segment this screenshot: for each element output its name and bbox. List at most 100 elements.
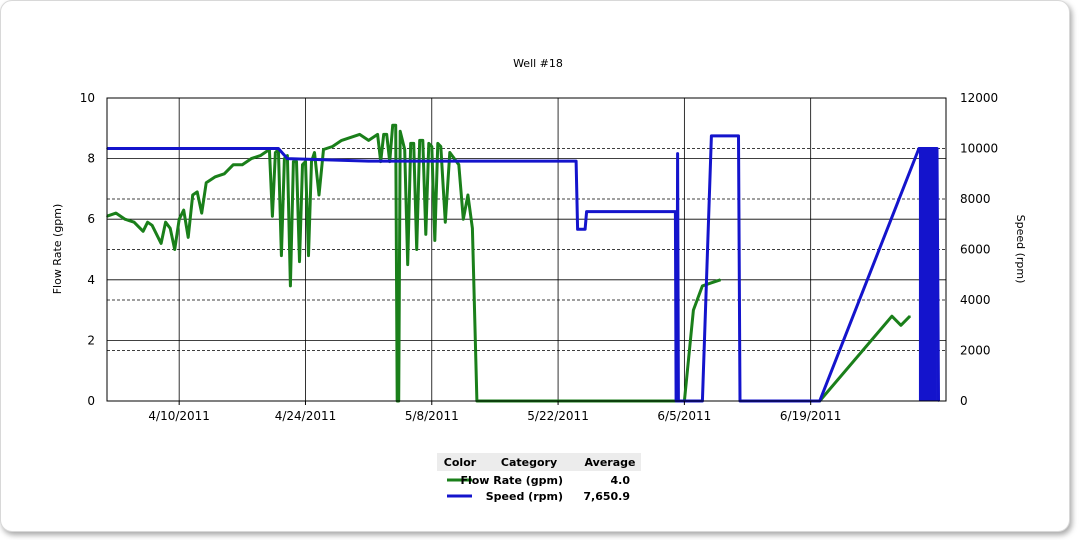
data-point: [146, 221, 149, 224]
data-point: [409, 142, 412, 145]
data-point: [403, 148, 406, 151]
data-point: [322, 148, 325, 151]
x-tick-label: 5/22/2011: [527, 409, 589, 423]
data-point: [430, 145, 433, 148]
data-point: [286, 157, 289, 160]
x-tick-label: 5/8/2011: [405, 409, 459, 423]
data-point: [331, 145, 334, 148]
chart-title: Well #18: [513, 57, 563, 70]
data-point: [909, 315, 911, 317]
data-point: [737, 135, 740, 137]
dense-band: [918, 148, 937, 401]
y2-tick-label: 8000: [960, 192, 991, 206]
data-point: [133, 221, 135, 224]
y-tick-label: 0: [87, 394, 95, 408]
legend-category: Flow Rate (gpm): [460, 474, 563, 487]
data-point: [274, 151, 277, 154]
legend-header: Average: [585, 456, 636, 469]
data-point: [576, 228, 579, 231]
data-point: [301, 163, 304, 166]
y2-tick-label: 0: [960, 394, 968, 408]
data-point: [250, 157, 253, 160]
legend-header: Color: [444, 456, 477, 469]
data-point: [382, 133, 385, 136]
data-point: [169, 227, 171, 230]
data-point: [415, 248, 418, 251]
data-point: [142, 230, 144, 233]
data-point: [719, 279, 722, 281]
plot-frame: [106, 97, 947, 402]
data-point: [436, 142, 439, 145]
data-point: [358, 133, 361, 136]
data-point: [280, 254, 283, 257]
data-point: [304, 160, 307, 163]
data-point: [427, 142, 430, 145]
data-point: [283, 157, 286, 160]
data-point: [900, 324, 902, 327]
y-tick-label: 6: [87, 212, 95, 226]
data-point: [182, 209, 185, 211]
data-point: [891, 315, 893, 317]
data-point: [391, 124, 394, 127]
data-point: [462, 218, 465, 220]
y2-tick-label: 10000: [960, 142, 998, 156]
y2-tick-label: 4000: [960, 293, 991, 307]
y2-axis-title: Speed (rpm): [1014, 215, 1027, 284]
data-point: [289, 285, 292, 287]
data-point: [433, 239, 436, 242]
axes: 0 2 4 6 8 10 0 2000 4000 6000 8000 10000 12000 4/10/2…: [80, 91, 998, 423]
data-point: [200, 212, 203, 214]
data-point: [399, 130, 401, 133]
data-point: [124, 218, 126, 220]
data-point: [676, 152, 679, 155]
data-point: [557, 160, 559, 162]
x-tick-label: 6/5/2011: [657, 409, 711, 423]
data-point: [418, 139, 421, 142]
data-point: [471, 227, 474, 230]
data-point: [160, 242, 162, 245]
legend-average: 4.0: [611, 474, 631, 487]
chart-panel: 0 2 4 6 8 10 0 2000 4000 6000 8000 10000 12000 4/10/2…: [0, 0, 1070, 532]
grid: [107, 97, 946, 402]
data-point: [214, 175, 217, 178]
data-point: [313, 151, 316, 154]
legend: Color Category Average Flow Rate (gpm) 4.0 Sp…: [437, 453, 641, 503]
data-point: [710, 282, 713, 284]
data-point: [421, 139, 424, 142]
data-point: [349, 136, 352, 139]
data-point: [367, 160, 370, 162]
data-point: [692, 309, 695, 311]
legend-header: Category: [501, 456, 557, 469]
y2-tick-label: 12000: [960, 91, 998, 105]
data-point: [674, 210, 677, 213]
data-point: [376, 133, 379, 136]
data-point: [271, 215, 274, 217]
data-point: [394, 124, 397, 127]
data-point: [292, 160, 295, 163]
y2-tick-label: 2000: [960, 344, 991, 358]
data-point: [232, 163, 235, 166]
y-tick-label: 2: [87, 333, 95, 347]
series-flow-rate: [106, 123, 911, 403]
data-point: [424, 233, 427, 236]
data-point: [205, 182, 208, 184]
data-point: [467, 194, 469, 196]
data-point: [241, 163, 244, 166]
data-point: [449, 151, 451, 154]
data-point: [710, 135, 713, 137]
data-point: [310, 160, 313, 163]
series-speed: [106, 134, 940, 403]
series-line: [106, 123, 911, 403]
data-point: [223, 172, 226, 175]
data-point: [412, 142, 415, 145]
y2-tick-label: 6000: [960, 243, 991, 257]
y-tick-label: 4: [87, 273, 95, 287]
data-point: [178, 218, 180, 220]
legend-category: Speed (rpm): [486, 490, 563, 503]
data-point: [406, 263, 409, 266]
data-point: [584, 228, 586, 231]
series-line: [107, 134, 940, 403]
data-point: [656, 210, 659, 213]
data-point: [701, 285, 704, 287]
data-point: [307, 254, 310, 257]
